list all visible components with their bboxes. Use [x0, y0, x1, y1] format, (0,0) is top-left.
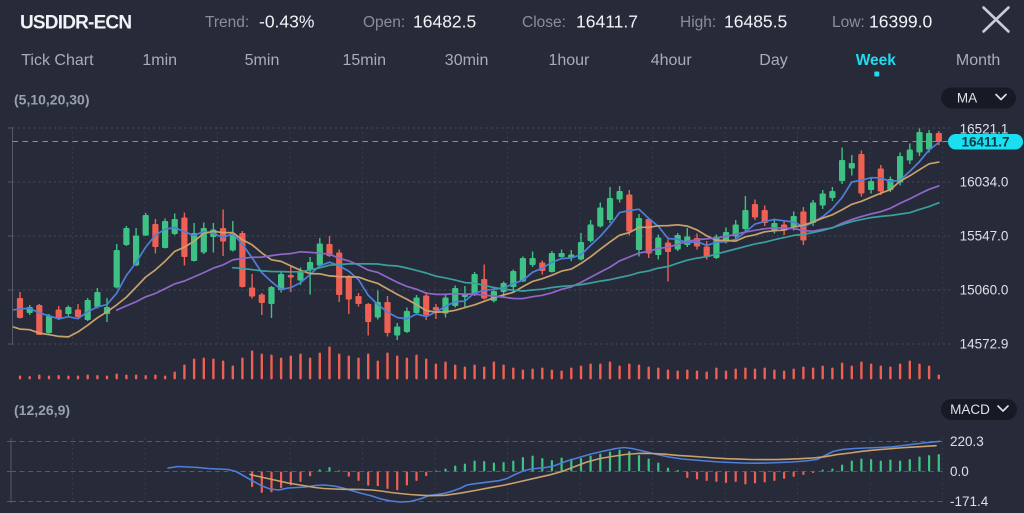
svg-text:Month: Month — [956, 52, 1000, 69]
svg-text:Week: Week — [856, 52, 897, 69]
svg-text:15min: 15min — [343, 52, 387, 69]
svg-text:USDIDR-ECN: USDIDR-ECN — [20, 13, 131, 34]
svg-text:16482.5: 16482.5 — [413, 12, 476, 32]
svg-text:1hour: 1hour — [548, 52, 590, 69]
svg-text:5min: 5min — [245, 52, 280, 69]
svg-text:4hour: 4hour — [651, 52, 693, 69]
svg-text:MA: MA — [957, 91, 977, 106]
svg-text:16034.0: 16034.0 — [960, 175, 1009, 190]
svg-text:220.3: 220.3 — [950, 434, 984, 449]
svg-text:-171.4: -171.4 — [950, 494, 989, 509]
svg-text:High:: High: — [680, 14, 716, 31]
svg-text:14572.9: 14572.9 — [960, 337, 1009, 352]
svg-text:Close:: Close: — [522, 14, 566, 31]
svg-text:(12,26,9): (12,26,9) — [14, 402, 70, 418]
svg-text:16485.5: 16485.5 — [724, 12, 787, 32]
svg-text:-0.43%: -0.43% — [259, 12, 314, 32]
svg-text:1min: 1min — [142, 52, 177, 69]
svg-text:16521.1: 16521.1 — [960, 121, 1009, 136]
svg-text:16399.0: 16399.0 — [869, 12, 933, 32]
svg-text:(5,10,20,30): (5,10,20,30) — [14, 92, 90, 108]
svg-text:Open:: Open: — [363, 14, 405, 31]
svg-text:Trend:: Trend: — [205, 14, 249, 31]
svg-text:15060.0: 15060.0 — [960, 283, 1009, 298]
svg-text:30min: 30min — [445, 52, 489, 69]
svg-text:Day: Day — [759, 52, 787, 69]
svg-text:0.0: 0.0 — [950, 464, 969, 479]
svg-text:Low:: Low: — [832, 14, 865, 31]
svg-text:Tick Chart: Tick Chart — [21, 52, 94, 69]
svg-text:16411.7: 16411.7 — [961, 135, 1009, 150]
svg-text:15547.0: 15547.0 — [960, 229, 1009, 244]
svg-text:16411.7: 16411.7 — [576, 12, 638, 32]
svg-text:MACD: MACD — [950, 402, 990, 417]
